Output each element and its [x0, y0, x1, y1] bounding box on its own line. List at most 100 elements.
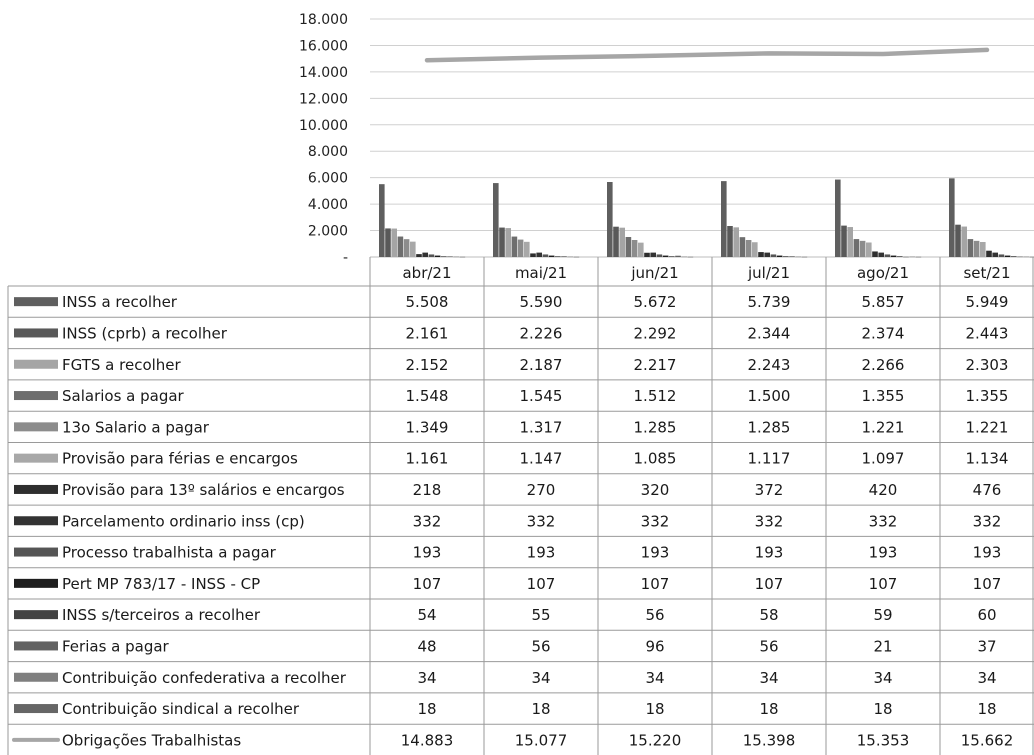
bar	[499, 227, 505, 257]
bar	[992, 252, 998, 257]
data-label: 58	[759, 606, 778, 624]
bar	[459, 256, 466, 258]
legend-key	[14, 516, 58, 526]
data-label: 5.857	[862, 293, 905, 311]
bar	[675, 255, 681, 257]
data-label: 18	[531, 700, 550, 718]
bar	[530, 253, 536, 257]
data-label: 2.374	[862, 324, 905, 342]
data-label: 218	[413, 481, 442, 499]
bar	[447, 256, 453, 257]
data-label: 332	[527, 512, 556, 530]
data-label: 60	[977, 606, 996, 624]
bar	[897, 256, 903, 257]
category-label: jun/21	[630, 264, 678, 282]
bar	[434, 255, 441, 257]
bar	[561, 256, 567, 257]
data-label: 476	[973, 481, 1002, 499]
data-label: 193	[869, 544, 898, 562]
bar	[422, 252, 428, 257]
category-label: jul/21	[747, 264, 790, 282]
y-tick-label: 6.000	[308, 171, 348, 187]
data-label: 1.355	[966, 387, 1009, 405]
data-label: 193	[755, 544, 784, 562]
data-label: 34	[645, 669, 664, 687]
data-label: 193	[973, 544, 1002, 562]
data-label: 55	[531, 606, 550, 624]
legend-key	[14, 484, 58, 494]
data-label: 5.590	[520, 293, 563, 311]
legend-key	[14, 453, 58, 463]
data-label: 107	[527, 575, 556, 593]
data-label: 107	[869, 575, 898, 593]
bar	[859, 240, 866, 257]
data-label: 1.161	[406, 450, 449, 468]
data-label: 34	[759, 669, 778, 687]
bar	[783, 256, 789, 257]
bar	[613, 226, 619, 257]
bar	[631, 240, 638, 257]
data-label: 2.243	[748, 356, 791, 374]
data-label: 1.548	[406, 387, 449, 405]
data-label: 34	[977, 669, 996, 687]
data-label: 2.303	[966, 356, 1009, 374]
data-label: 107	[755, 575, 784, 593]
bar	[607, 182, 613, 257]
series-name: Provisão para férias e encargos	[62, 450, 298, 468]
data-label: 332	[413, 512, 442, 530]
bar	[973, 240, 980, 257]
data-label: 372	[755, 481, 784, 499]
data-label: 332	[973, 512, 1002, 530]
data-label: 34	[873, 669, 892, 687]
data-label: 1.085	[634, 450, 677, 468]
data-label: 34	[417, 669, 436, 687]
bar	[1023, 256, 1029, 258]
data-label: 270	[527, 481, 556, 499]
data-label: 37	[977, 637, 996, 655]
data-label: 1.512	[634, 387, 677, 405]
data-label: 18	[417, 700, 436, 718]
legend-key	[14, 672, 58, 682]
bar	[453, 256, 459, 258]
data-label: 420	[869, 481, 898, 499]
bar	[770, 254, 777, 257]
data-label: 1.221	[862, 418, 905, 436]
data-label: 18	[873, 700, 892, 718]
bar	[548, 255, 555, 257]
bar	[853, 239, 860, 257]
bar	[890, 255, 897, 257]
bar	[644, 252, 650, 257]
bar	[752, 242, 758, 257]
series-name: Pert MP 783/17 - INSS - CP	[62, 575, 260, 593]
bar	[727, 226, 733, 257]
series-name: INSS (cprb) a recolher	[62, 324, 228, 342]
data-label: 2.152	[406, 356, 449, 374]
category-label: ago/21	[857, 264, 909, 282]
y-tick-label: 2.000	[308, 224, 348, 240]
bar	[986, 250, 992, 257]
data-label: 193	[413, 544, 442, 562]
bar	[776, 255, 783, 257]
data-label: 1.285	[634, 418, 677, 436]
data-label: 54	[417, 606, 436, 624]
data-label: 332	[755, 512, 784, 530]
data-label: 1.349	[406, 418, 449, 436]
bar	[397, 236, 404, 257]
data-label: 18	[759, 700, 778, 718]
bar	[428, 254, 435, 257]
y-tick-label: 10.000	[299, 118, 348, 134]
series-name: INSS s/terceiros a recolher	[62, 606, 261, 624]
bar	[385, 228, 391, 257]
data-label: 56	[531, 637, 550, 655]
y-tick-label: 8.000	[308, 144, 348, 160]
bar	[955, 224, 961, 257]
bar	[1029, 256, 1034, 258]
data-label: 2.292	[634, 324, 677, 342]
bar	[619, 227, 625, 257]
category-label: mai/21	[515, 264, 567, 282]
bar	[745, 240, 752, 257]
data-label: 15.353	[857, 731, 910, 749]
y-tick-label: 14.000	[299, 65, 348, 81]
bar	[517, 239, 524, 257]
